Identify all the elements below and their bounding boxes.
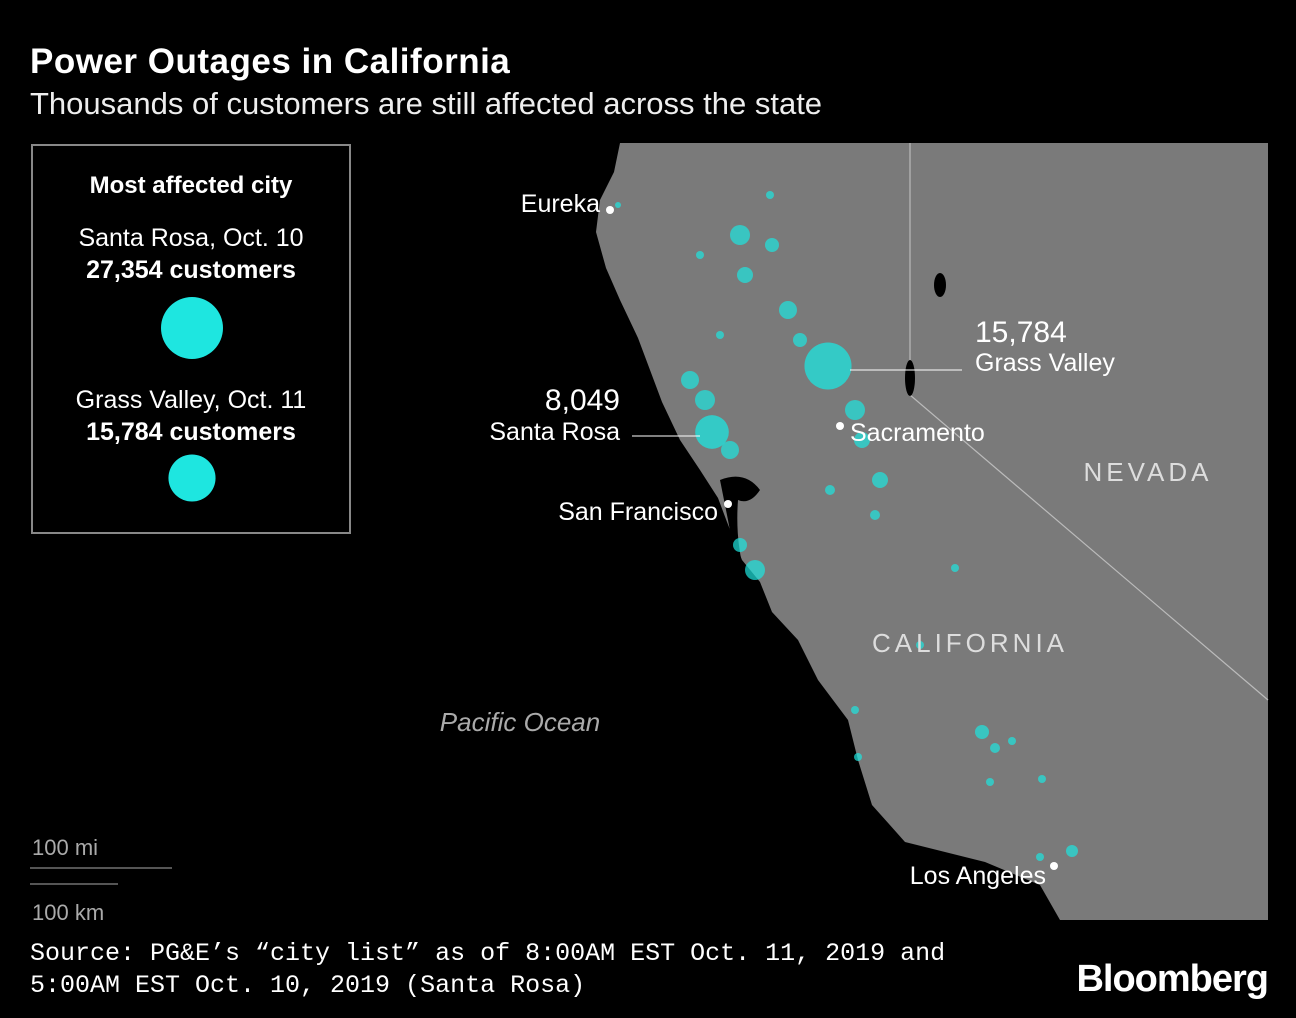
dot	[716, 331, 724, 339]
legend-circles	[161, 297, 223, 502]
dot	[737, 267, 753, 283]
city-label: Los Angeles	[910, 862, 1046, 890]
dot	[721, 441, 739, 459]
land	[596, 143, 1268, 920]
callout-name: Santa Rosa	[489, 418, 620, 446]
scale-label: 100 mi	[32, 835, 98, 860]
dot	[872, 472, 888, 488]
callout-name: Grass Valley	[975, 349, 1115, 377]
city-label: Eureka	[521, 190, 600, 218]
city-label: San Francisco	[558, 498, 718, 526]
dot	[779, 301, 797, 319]
dot	[825, 485, 835, 495]
source: Source: PG&E’s “city list” as of 8:00AM …	[30, 939, 946, 1000]
dot	[990, 743, 1000, 753]
lake	[905, 360, 915, 396]
city-dot	[606, 206, 614, 214]
dot	[765, 238, 779, 252]
callout-circle	[804, 342, 852, 390]
legend-circle	[161, 297, 223, 359]
dot	[1038, 775, 1046, 783]
dot	[870, 510, 880, 520]
legend-circle	[168, 454, 216, 502]
callout-circle	[695, 415, 729, 449]
dot	[730, 225, 750, 245]
dot	[793, 333, 807, 347]
legend-title: Most affected city	[89, 172, 293, 199]
dot	[854, 753, 862, 761]
region-label: NEVADA	[1084, 457, 1213, 487]
title: Power Outages in California	[30, 42, 511, 81]
dot	[615, 202, 621, 208]
legend-value: 27,354 customers	[86, 256, 296, 284]
dot	[733, 538, 747, 552]
dot	[745, 560, 765, 580]
dot	[1036, 853, 1044, 861]
city-dot	[724, 500, 732, 508]
dot	[851, 706, 859, 714]
dot	[916, 641, 924, 649]
dot	[681, 371, 699, 389]
outage-dots	[615, 191, 1078, 861]
dot	[766, 191, 774, 199]
dot	[1008, 737, 1016, 745]
legend-value: 15,784 customers	[86, 418, 296, 446]
city-markers	[606, 206, 1058, 870]
dot	[695, 390, 715, 410]
lake	[934, 273, 946, 297]
dot	[1066, 845, 1078, 857]
legend: Most affected city Santa Rosa, Oct. 10 2…	[31, 144, 351, 534]
scale-label: 100 km	[32, 900, 104, 925]
dot	[854, 432, 870, 448]
ocean-label: Pacific Ocean	[440, 707, 600, 737]
dot	[845, 400, 865, 420]
region-label: CALIFORNIA	[872, 628, 1068, 658]
dot	[696, 251, 704, 259]
legend-label: Santa Rosa, Oct. 10	[78, 224, 304, 252]
city-label: Sacramento	[850, 419, 985, 447]
callout-value: 15,784	[975, 316, 1067, 349]
city-dot	[836, 422, 844, 430]
callout-value: 8,049	[545, 384, 620, 417]
dot	[986, 778, 994, 786]
legend-label: Grass Valley, Oct. 11	[75, 386, 307, 414]
brand: Bloomberg	[1076, 958, 1269, 1000]
dot	[951, 564, 959, 572]
subtitle: Thousands of customers are still affecte…	[30, 86, 823, 121]
city-dot	[1050, 862, 1058, 870]
dot	[975, 725, 989, 739]
